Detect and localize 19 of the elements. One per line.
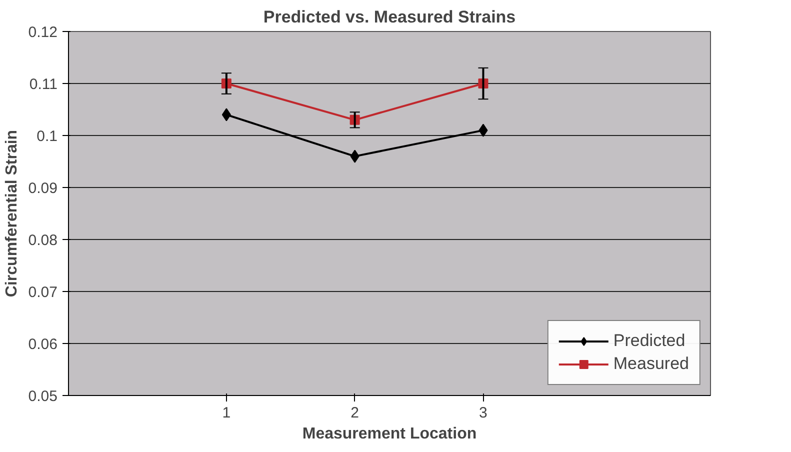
- y-tick-label: 0.11: [29, 76, 58, 93]
- point: [478, 124, 488, 137]
- y-tick-label: 0.07: [28, 284, 58, 301]
- y-tick-label: 0.06: [28, 336, 58, 353]
- point: [222, 108, 231, 122]
- y-axis-title: Circumferential Strain: [3, 130, 20, 298]
- point: [350, 150, 360, 163]
- y-tick-label: 0.12: [28, 24, 58, 41]
- chart-title: Predicted vs. Measured Strains: [263, 8, 516, 26]
- y-tick-label: 0.09: [28, 180, 58, 197]
- y-tick-label: 0.08: [28, 232, 58, 249]
- y-tick-label: 0.1: [36, 128, 58, 145]
- legend-label: Predicted: [613, 331, 686, 351]
- x-tick-label: 2: [350, 404, 360, 422]
- x-tick-label: 3: [479, 404, 488, 422]
- legend-label: Measured: [613, 354, 689, 374]
- y-tick-label: 0.05: [28, 388, 58, 405]
- x-tick-label: 1: [222, 404, 231, 422]
- x-axis-title: Measurement Location: [302, 426, 477, 442]
